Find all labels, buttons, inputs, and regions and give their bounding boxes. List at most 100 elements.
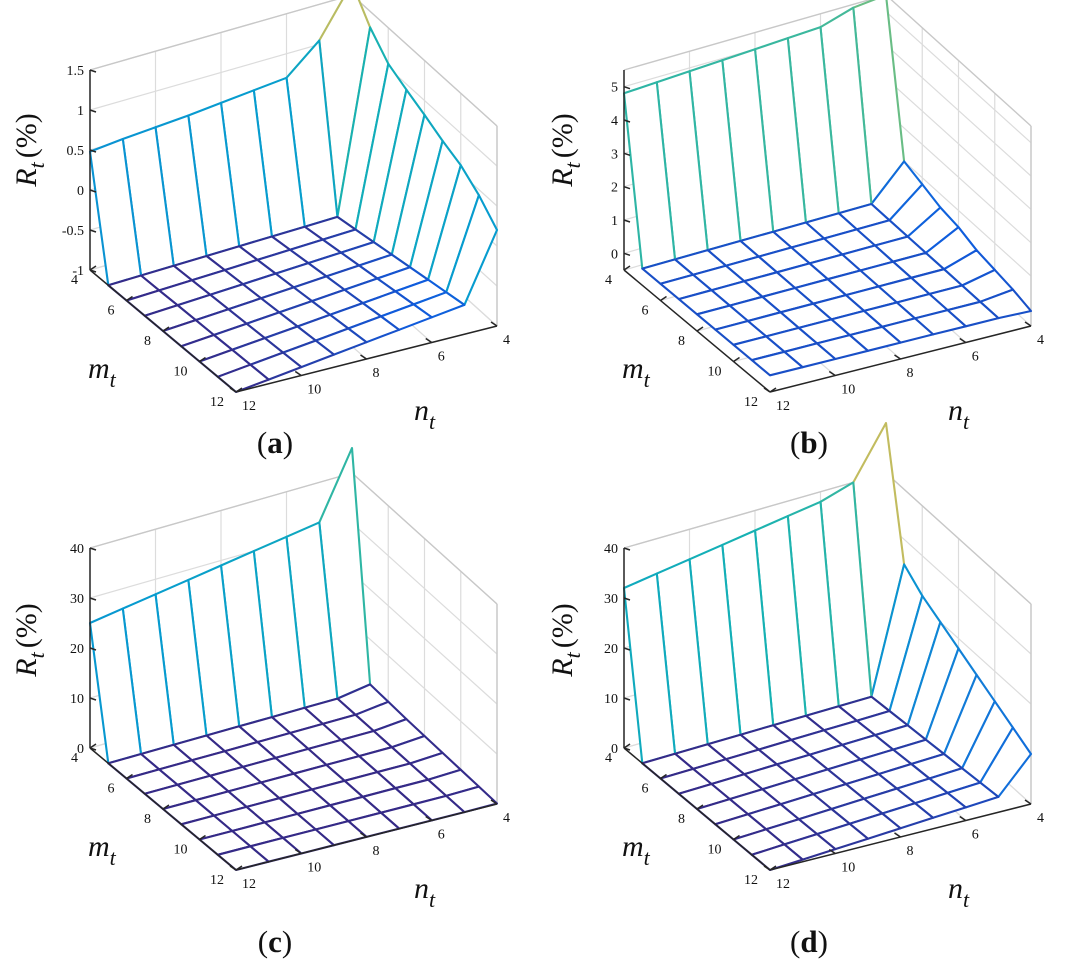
n-tick-label: 8 [907,844,914,859]
n-tick [294,370,302,377]
n-axis-label: nt [948,394,970,434]
m-axis-label: mt [622,830,651,870]
m-tick [660,773,667,780]
n-axis-label: nt [414,394,436,434]
z-tick-label: 1 [611,214,618,229]
box-frame [623,0,1032,127]
z-tick [89,697,97,701]
n-tick [828,848,836,855]
n-tick [294,848,302,855]
z-tick-label: 40 [70,542,84,557]
m-tick [623,743,631,749]
n-tick-label: 12 [242,399,256,414]
n-tick-label: 10 [841,383,855,398]
m-tick [660,295,667,302]
z-tick [623,152,631,157]
z-tick [89,189,97,193]
z-tick [623,747,631,751]
n-tick-label: 6 [972,350,979,365]
m-tick-label: 8 [144,812,151,827]
n-tick [360,354,367,360]
m-tick-label: 4 [71,273,78,288]
m-tick-label: 10 [174,843,188,858]
n-tick-label: 8 [907,366,914,381]
n-tick [360,832,367,838]
z-tick [623,185,631,190]
z-tick [623,85,631,90]
z-axis-label: Rt(%) [546,113,585,187]
m-tick-label: 6 [642,782,649,797]
z-tick [89,69,97,73]
n-axis-label: nt [414,872,436,912]
n-tick-label: 10 [307,383,321,398]
m-tick [733,834,740,841]
n-tick-label: 4 [1037,333,1044,348]
n-tick [894,832,901,838]
z-tick [623,597,631,601]
n-tick-label: 10 [841,861,855,876]
m-tick-label: 8 [678,812,685,827]
z-tick [623,252,631,257]
m-tick [199,356,206,363]
z-tick [89,597,97,601]
z-tick [89,547,97,551]
m-axis-label: mt [88,830,117,870]
m-tick-label: 8 [678,334,685,349]
n-tick-label: 8 [373,844,380,859]
m-tick [769,865,777,871]
panel-c: 0 10 20 30 40 4 6 8 10 12 4 6 8 10 12 Rt(%) mt nt (c) [10,446,510,959]
z-tick-label: 30 [70,592,84,607]
m-tick-label: 4 [71,751,78,766]
z-tick [623,647,631,651]
m-tick-label: 12 [210,873,224,888]
m-tick [126,295,133,302]
z-tick-label: 0.5 [67,144,85,159]
n-tick [763,387,771,393]
panel-caption: (b) [790,425,828,460]
n-tick [959,815,967,822]
m-tick-label: 6 [108,782,115,797]
m-tick [126,773,133,780]
z-tick [89,149,97,153]
z-tick [89,647,97,651]
z-tick [623,697,631,701]
m-tick-label: 10 [708,365,722,380]
z-tick [623,547,631,551]
z-tick-label: 0 [611,742,618,757]
m-tick [696,326,704,332]
box-frame [89,0,498,127]
z-tick-label: 1.5 [67,64,85,79]
n-tick [490,321,498,327]
surface-mesh [622,421,1033,872]
z-tick-label: 4 [611,114,618,129]
z-axis-label: Rt(%) [546,603,585,677]
m-tick-label: 12 [210,395,224,410]
n-tick-label: 4 [1037,811,1044,826]
z-tick-label: 1 [77,104,84,119]
z-tick [89,747,97,751]
m-tick [235,865,243,871]
n-tick-label: 10 [307,861,321,876]
m-tick [162,326,170,332]
z-tick-label: 0 [77,184,84,199]
z-tick-label: 5 [611,81,618,96]
panel-caption: (c) [258,924,292,959]
m-tick-label: 10 [174,365,188,380]
n-tick [1024,321,1032,327]
n-tick-label: 6 [972,828,979,843]
m-tick-label: 4 [605,273,612,288]
surface-mesh [622,0,1033,377]
n-tick-label: 8 [373,366,380,381]
z-tick [89,269,97,273]
n-tick-label: 12 [242,877,256,892]
m-tick [769,387,777,393]
m-tick [733,356,740,363]
panel-caption: (d) [790,924,828,959]
m-tick [89,743,97,749]
panel-caption: (a) [257,425,293,460]
z-tick [89,109,97,113]
z-tick-label: 0 [611,247,618,262]
z-tick-label: 10 [604,692,618,707]
